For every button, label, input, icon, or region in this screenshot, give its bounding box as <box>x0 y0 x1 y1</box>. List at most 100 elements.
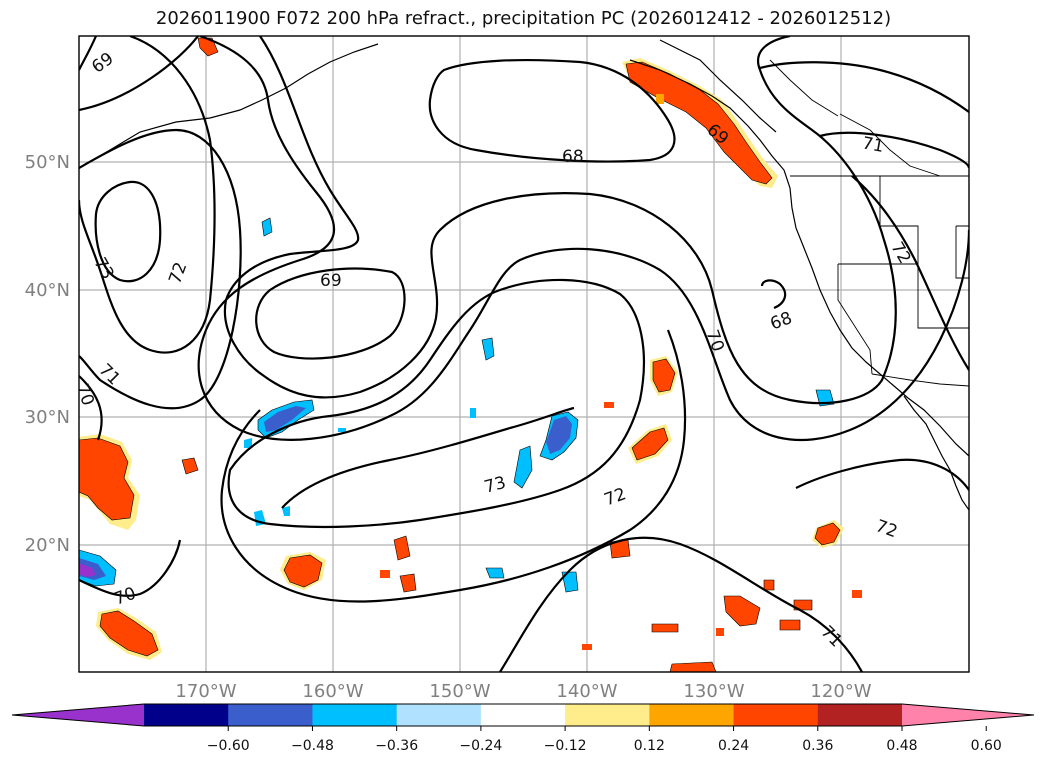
precip-positive-blob <box>197 37 219 57</box>
border-yukon <box>769 59 839 117</box>
precip-positive-blob <box>399 573 417 593</box>
precip-positive-blob <box>631 427 669 461</box>
precip-positive-blob <box>604 402 614 408</box>
map-frame <box>78 35 970 673</box>
precip-negative-blob <box>338 428 346 432</box>
contour-line <box>255 267 406 360</box>
contour-line <box>851 175 969 371</box>
colorbar-segment <box>649 704 735 726</box>
coastline-north-america <box>629 59 969 457</box>
precip-positive-blob <box>380 570 390 578</box>
precip-positive-blob <box>181 457 199 475</box>
latitude-labels: 50°N 40°N 30°N 20°N <box>25 152 70 556</box>
colorbar-tick-label: 0.36 <box>802 738 833 754</box>
map-area: 69 68 69 71 72 73 72 71 70 70 68 69 71 7… <box>72 36 969 672</box>
precip-positive-blob <box>393 535 411 561</box>
coastline-alaska <box>659 39 777 133</box>
coastline-baja <box>903 395 969 511</box>
precip-negative-blob <box>546 416 572 454</box>
colorbar-tick-label: 0.60 <box>971 738 1002 754</box>
coastlines <box>79 39 969 511</box>
lon-label-140w: 140°W <box>556 681 617 702</box>
lat-label-30n: 30°N <box>25 407 70 428</box>
contour-line <box>795 458 969 491</box>
contour-line <box>499 536 863 672</box>
lon-label-120w: 120°W <box>810 681 871 702</box>
contour-label: 69 <box>320 271 342 291</box>
lat-label-50n: 50°N <box>25 152 70 173</box>
border-us-mexico <box>871 373 969 387</box>
precip-negative-blob <box>264 406 306 432</box>
colorbar-extend-low <box>12 704 144 726</box>
precip-negative-blob <box>282 506 290 516</box>
precip-positive-blob <box>79 437 135 521</box>
precip-positive-blob <box>652 358 676 393</box>
precip-positive-blob <box>763 579 775 591</box>
contour-line <box>227 278 646 529</box>
contour-line <box>220 329 687 603</box>
border-us-states <box>837 113 969 375</box>
colorbar-tick-label: 0.24 <box>718 738 749 754</box>
lon-label-130w: 130°W <box>683 681 744 702</box>
colorbar-segment <box>565 704 650 726</box>
colorbar-tick-label: 0.12 <box>634 738 665 754</box>
precip-negative-blob <box>244 438 252 448</box>
refractivity-contours <box>79 36 969 672</box>
longitude-labels: 170°W 160°W 150°W 140°W 130°W 120°W <box>175 681 871 702</box>
precip-positive-blob <box>814 522 841 546</box>
colorbar-tick-label: −0.12 <box>544 738 587 754</box>
colorbar-segment <box>144 704 229 726</box>
contour-line <box>197 36 969 442</box>
colorbar-segment <box>312 704 398 726</box>
contour-line <box>760 279 787 310</box>
contour-line <box>428 58 676 163</box>
precip-positive-blob <box>852 590 862 598</box>
contour-line <box>79 36 199 112</box>
precip-negative-blob <box>481 337 495 361</box>
colorbar-tick-label: −0.36 <box>375 738 418 754</box>
colorbar-tick-label: −0.24 <box>459 738 502 754</box>
precip-positive-blob <box>723 595 761 627</box>
contour-line <box>281 406 575 509</box>
precip-positive-blob <box>283 554 323 588</box>
precip-positive-blob <box>656 94 664 104</box>
precip-positive-blob <box>716 628 724 636</box>
colorbar-segment <box>817 704 903 726</box>
contour-line <box>79 375 103 441</box>
precip-negative-blob <box>513 445 533 489</box>
precip-shading <box>79 37 862 672</box>
precip-positive-blob <box>582 644 592 650</box>
colorbar-outline <box>11 703 1035 727</box>
precip-positive-blob <box>669 661 717 672</box>
contour-line <box>223 36 897 405</box>
contour-line <box>79 128 242 410</box>
precip-negative-blob <box>485 567 505 579</box>
lat-label-20n: 20°N <box>25 535 70 556</box>
precip-positive-blob <box>651 623 679 633</box>
contour-line <box>94 180 162 283</box>
precip-positive-blob <box>779 619 801 631</box>
precip-positive-blob <box>99 610 159 657</box>
precip-negative-blob <box>470 408 476 418</box>
precip-negative-blob <box>261 217 273 237</box>
contour-label: 71 <box>861 133 886 156</box>
lon-label-150w: 150°W <box>429 681 490 702</box>
colorbar-segment <box>733 704 819 726</box>
contour-label: 70 <box>72 381 98 408</box>
colorbar-tick-label: −0.48 <box>291 738 334 754</box>
lat-label-40n: 40°N <box>25 280 70 301</box>
colorbar-tick-label: 0.48 <box>886 738 917 754</box>
coastline-aleutians <box>79 43 379 169</box>
colorbar-segment <box>228 704 313 726</box>
contour-line <box>759 61 969 113</box>
contour-line <box>79 36 98 71</box>
lon-label-170w: 170°W <box>175 681 236 702</box>
contour-label: 68 <box>562 147 584 167</box>
precip-negative-blob <box>561 571 579 593</box>
map-title: 2026011900 F072 200 hPa refract., precip… <box>155 8 892 29</box>
colorbar-segment <box>396 704 482 726</box>
colorbar-tick-label: −0.60 <box>207 738 250 754</box>
contour-line <box>79 36 216 354</box>
colorbar: −0.60 −0.48 −0.36 −0.24 −0.12 0.12 0.24 0.36 0.4… <box>11 703 1035 754</box>
